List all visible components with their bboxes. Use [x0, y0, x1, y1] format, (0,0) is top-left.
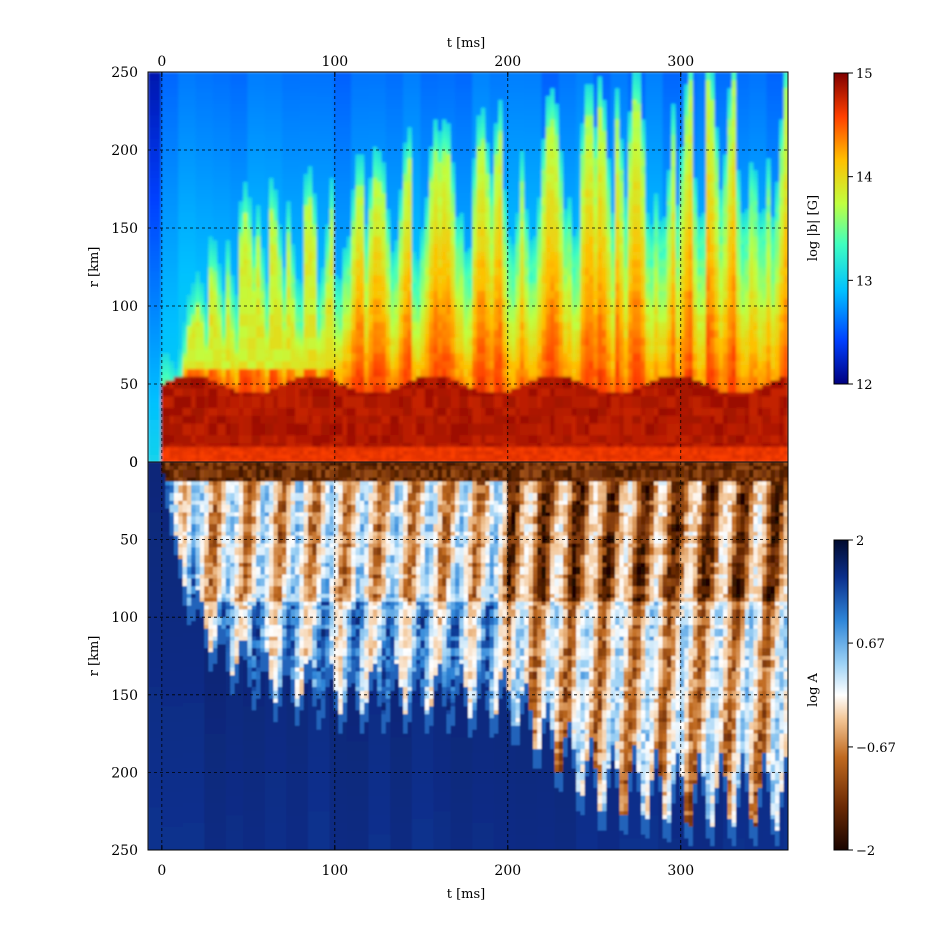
colorbar-bottom-tick-label: 0.67 [856, 637, 885, 652]
top-x-tick-label: 100 [321, 54, 348, 70]
top-y-tick-label: 250 [111, 65, 138, 81]
top-y-tick-label: 200 [111, 143, 138, 159]
colorbar-top-tick-label: 14 [856, 171, 873, 186]
colorbar-bottom-label: log A [806, 672, 821, 706]
bottom-y-tick-label: 50 [120, 533, 138, 549]
top-xlabel: t [ms] [447, 36, 486, 51]
colorbar-top-tick-label: 15 [856, 67, 873, 82]
top-heatmap [148, 72, 788, 462]
colorbar-bottom: 2 0.67 −0.67 −2 log A [806, 534, 896, 859]
top-x-tick-label: 300 [667, 54, 694, 70]
bottom-heatmap [148, 462, 788, 850]
bottom-y-tick-label: 100 [111, 610, 138, 626]
axis-ticks: 0010010020020030030005010015020025005010… [111, 54, 694, 879]
bottom-grid [148, 462, 788, 850]
bottom-x-tick-label: 0 [157, 863, 166, 879]
top-y-tick-label: 150 [111, 221, 138, 237]
bottom-y-tick-label: 200 [111, 765, 138, 781]
bottom-frame [147, 461, 789, 851]
top-ylabel: r [km] [87, 247, 102, 288]
top-x-tick-label: 0 [157, 54, 166, 70]
colorbar-top-label: log |b| [G] [806, 195, 821, 261]
top-y-tick-label: 100 [111, 299, 138, 315]
colorbar-bottom-gradient [833, 539, 849, 851]
top-y-tick-label: 0 [129, 455, 138, 471]
bottom-y-tick-label: 150 [111, 688, 138, 704]
bottom-x-tick-label: 200 [494, 863, 521, 879]
bottom-x-tick-label: 100 [321, 863, 348, 879]
bottom-panel [147, 461, 789, 851]
top-x-tick-label: 200 [494, 54, 521, 70]
colorbar-top: 12 13 14 15 log |b| [G] [806, 67, 873, 393]
colorbar-top-ticks: 12 13 14 15 [848, 67, 873, 393]
colorbar-bottom-tick-label: −2 [856, 844, 875, 859]
bottom-y-tick-label: 250 [111, 843, 138, 859]
top-grid [148, 72, 788, 462]
top-panel [147, 71, 789, 463]
top-y-tick-label: 50 [120, 377, 138, 393]
colorbar-top-tick-label: 13 [856, 274, 873, 289]
bottom-ylabel: r [km] [87, 636, 102, 677]
colorbar-top-gradient [833, 72, 849, 385]
colorbar-bottom-tick-label: 2 [856, 534, 864, 549]
bottom-x-tick-label: 300 [667, 863, 694, 879]
colorbar-top-tick-label: 12 [856, 378, 873, 393]
bottom-y-tick-label: 0 [129, 455, 138, 471]
bottom-xlabel: t [ms] [447, 887, 486, 902]
colorbar-bottom-ticks: 2 0.67 −0.67 −2 [848, 534, 896, 859]
colorbar-bottom-tick-label: −0.67 [856, 741, 896, 756]
